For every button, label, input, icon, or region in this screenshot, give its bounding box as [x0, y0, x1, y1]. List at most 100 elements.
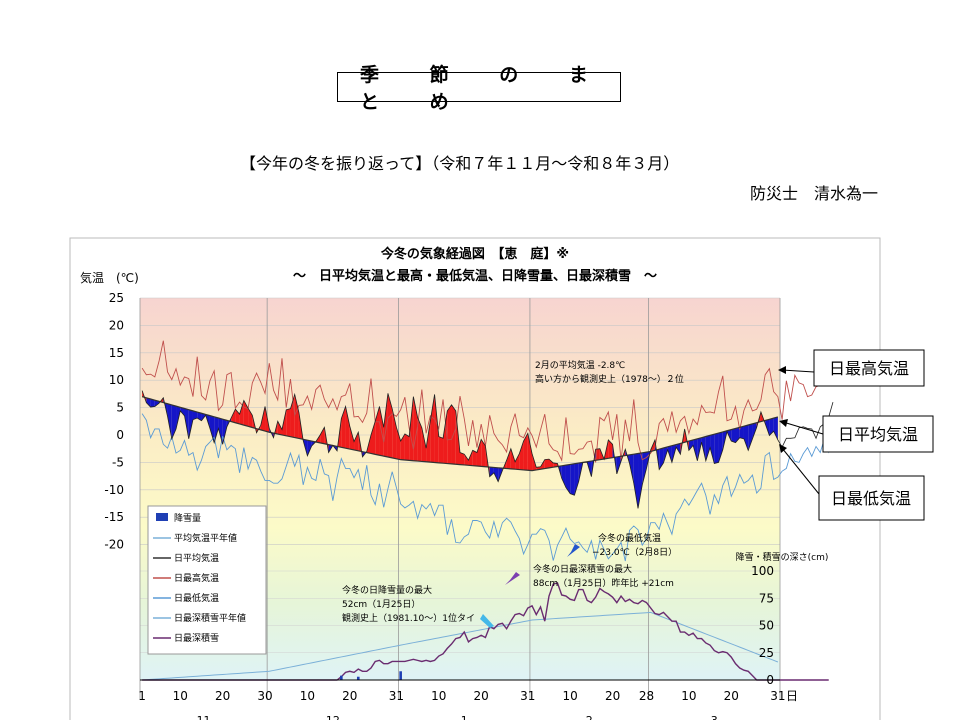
anomaly-segment	[527, 433, 533, 471]
anomaly-segment	[493, 467, 499, 482]
annotation-max-depth-1: 今冬の日最深積雪の最大	[533, 563, 632, 575]
anomaly-segment	[544, 459, 550, 469]
callout-max-temp-arrow	[781, 369, 815, 373]
anomaly-segment	[396, 427, 401, 460]
anomaly-segment	[638, 452, 643, 509]
anomaly-segment	[209, 415, 215, 443]
anomaly-segment	[180, 407, 185, 416]
min-temp-arrow	[567, 544, 580, 557]
y-tick-label: -5	[112, 455, 124, 469]
x-tick-label: 30	[257, 689, 272, 703]
anomaly-segment	[354, 432, 359, 451]
anomaly-segment	[286, 408, 291, 437]
annotation-max-depth-2: 88cm（1月25日）昨年比 +21cm	[533, 577, 674, 589]
anomaly-segment	[154, 400, 160, 407]
anomaly-segment	[307, 440, 312, 456]
legend-label: 降雪量	[174, 512, 201, 524]
callout-mean-temp-box	[822, 415, 934, 453]
anomaly-segment	[421, 427, 427, 462]
anomaly-segment	[400, 433, 405, 461]
annotation-feb-mean-2: 高い方から観測史上（1978〜）２位	[535, 373, 684, 385]
anomaly-segment	[574, 463, 579, 496]
anomaly-segment	[447, 404, 452, 464]
y-tick-label: 0	[116, 428, 124, 442]
anomaly-segment	[710, 434, 715, 464]
x-tick-label: 31	[389, 689, 404, 703]
legend-label: 日最低気温	[174, 592, 219, 604]
anomaly-segment	[218, 418, 223, 445]
anomaly-segment	[714, 433, 719, 464]
anomaly-segment	[248, 408, 253, 428]
anomaly-segment	[146, 397, 151, 408]
annotation-feb-mean-1: 2月の平均気温 -2.8℃	[535, 359, 625, 371]
y2-tick-label: 75	[759, 591, 774, 605]
anomaly-segment	[506, 448, 511, 469]
legend-box	[147, 505, 267, 655]
anomaly-segment	[608, 439, 613, 459]
axes: 2520151050-5-10-15-201007550250111212311…	[104, 291, 798, 720]
anomaly-segment	[392, 408, 397, 459]
anomaly-segment	[345, 406, 350, 450]
anomaly-segment	[510, 448, 516, 470]
anomaly-segment	[430, 394, 435, 463]
anomaly-segment	[769, 418, 774, 436]
x-tick-label: 1	[138, 689, 146, 703]
legend-label: 日最高気温	[174, 572, 219, 584]
anomaly-segment	[718, 431, 723, 463]
anomaly-segment	[438, 436, 444, 464]
anomaly-segment	[239, 400, 244, 426]
anomaly-segment	[370, 421, 376, 455]
series-lines	[141, 340, 834, 681]
anomaly-segment	[383, 393, 388, 458]
y-tick-label: -10	[104, 483, 124, 497]
anomaly-segment	[549, 459, 554, 468]
x-tick-label: 28	[639, 689, 654, 703]
anomaly-segment	[171, 404, 177, 439]
month-label: 12	[326, 714, 340, 720]
month-label: 1	[461, 714, 468, 720]
report-subtitle: 【今年の冬を振り返って】（令和７年１１月〜令和８年３月）	[240, 154, 680, 173]
anomaly-segment	[387, 393, 393, 458]
annotation-max-snowfall-2: 52cm（1月25日）	[342, 599, 420, 610]
callout-max-temp-box	[813, 349, 925, 387]
anomaly-segment	[167, 403, 172, 439]
annotation-min-temp-1: 今冬の最低気温	[598, 532, 661, 544]
month-label: 11	[197, 714, 211, 720]
anomaly-segment	[349, 426, 355, 450]
anomaly-segment	[616, 456, 622, 474]
callout-min-temp-arrow	[781, 447, 820, 495]
anomaly-segment	[235, 409, 240, 424]
anomaly-segment	[341, 406, 346, 449]
anomaly-segment	[476, 439, 482, 467]
y-tick-label: 25	[109, 291, 124, 305]
x-tick-label: 31	[520, 689, 535, 703]
series-line-min-temp	[141, 413, 834, 562]
max-snowfall-arrow	[480, 614, 494, 628]
callout-max-temp-label: 日最高気温	[829, 359, 909, 378]
anomaly-segment	[629, 454, 634, 484]
chart-title: 今冬の気象経過図 【恵 庭】※	[380, 246, 569, 262]
y-tick-label: 15	[109, 346, 124, 360]
anomaly-segment	[676, 443, 681, 455]
anomaly-segment	[460, 452, 465, 465]
anomaly-segment	[277, 421, 282, 435]
y2-tick-label: 50	[759, 619, 774, 633]
callout-min-temp-label: 日最低気温	[831, 489, 911, 508]
anomaly-segment	[464, 454, 469, 466]
x-tick-label: 20	[605, 689, 620, 703]
x-tick-label: 10	[173, 689, 188, 703]
anomaly-segment	[443, 410, 448, 464]
anomaly-segment	[642, 452, 647, 485]
annotation-max-snowfall-3: 観測史上（1981.10〜）1位タイ	[342, 612, 475, 624]
x-tick-label: 10	[431, 689, 446, 703]
annotation-min-temp-2: −23.0℃（2月8日）	[592, 547, 677, 558]
y-axis-label: 気温 (℃)	[80, 270, 139, 285]
anomaly-segment	[294, 394, 299, 439]
y2-axis-label: 降雪・積雪の深さ(cm)	[736, 551, 829, 563]
anomaly-segment	[320, 427, 325, 444]
legend-label: 日最深積雪	[174, 632, 219, 644]
snowfall-bar	[399, 671, 402, 680]
anomaly-segment	[404, 433, 410, 461]
